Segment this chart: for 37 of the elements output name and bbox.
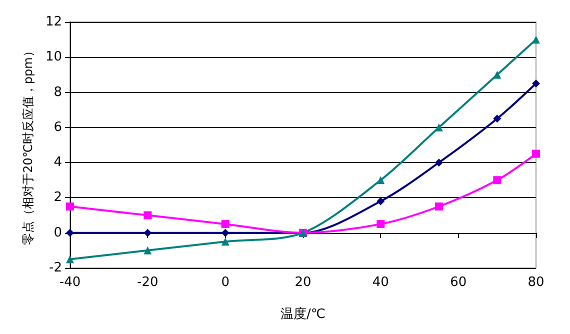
y-tick-label: -2 bbox=[49, 260, 62, 276]
point bbox=[434, 202, 443, 210]
point bbox=[221, 228, 230, 237]
x-tick-label: 40 bbox=[372, 275, 389, 290]
x-tick-label: 60 bbox=[450, 275, 467, 290]
y-tick-label: 4 bbox=[54, 155, 62, 170]
point bbox=[493, 70, 502, 79]
x-tick-label: 80 bbox=[528, 275, 544, 290]
point bbox=[532, 150, 540, 158]
point bbox=[144, 211, 152, 220]
y-tick-label: 0 bbox=[54, 225, 62, 240]
x-axis-title: 温度/℃ bbox=[280, 306, 326, 322]
point bbox=[532, 80, 540, 88]
point bbox=[66, 228, 74, 237]
y-axis-title: 零点（相对于20℃时反应值，ppm） bbox=[21, 45, 35, 245]
x-tick-label: -20 bbox=[137, 275, 158, 290]
point bbox=[376, 220, 385, 228]
y-tick-label: 6 bbox=[54, 120, 62, 135]
x-tick-label: -40 bbox=[59, 275, 81, 290]
y-tick-label: 2 bbox=[54, 190, 62, 206]
y-tick-label: 12 bbox=[45, 14, 62, 30]
x-tick-label: 20 bbox=[294, 275, 312, 290]
point bbox=[376, 176, 385, 184]
point bbox=[144, 246, 152, 254]
point bbox=[434, 158, 443, 167]
point bbox=[221, 220, 230, 228]
point bbox=[66, 202, 74, 210]
x-tick-label: 0 bbox=[221, 275, 230, 290]
point bbox=[144, 228, 152, 237]
y-tick-label: 8 bbox=[54, 84, 62, 100]
point bbox=[221, 238, 230, 246]
point bbox=[493, 176, 502, 184]
point bbox=[66, 255, 74, 264]
y-tick-label: 10 bbox=[45, 50, 62, 65]
point bbox=[532, 36, 540, 44]
point bbox=[376, 197, 385, 206]
point bbox=[493, 114, 502, 123]
